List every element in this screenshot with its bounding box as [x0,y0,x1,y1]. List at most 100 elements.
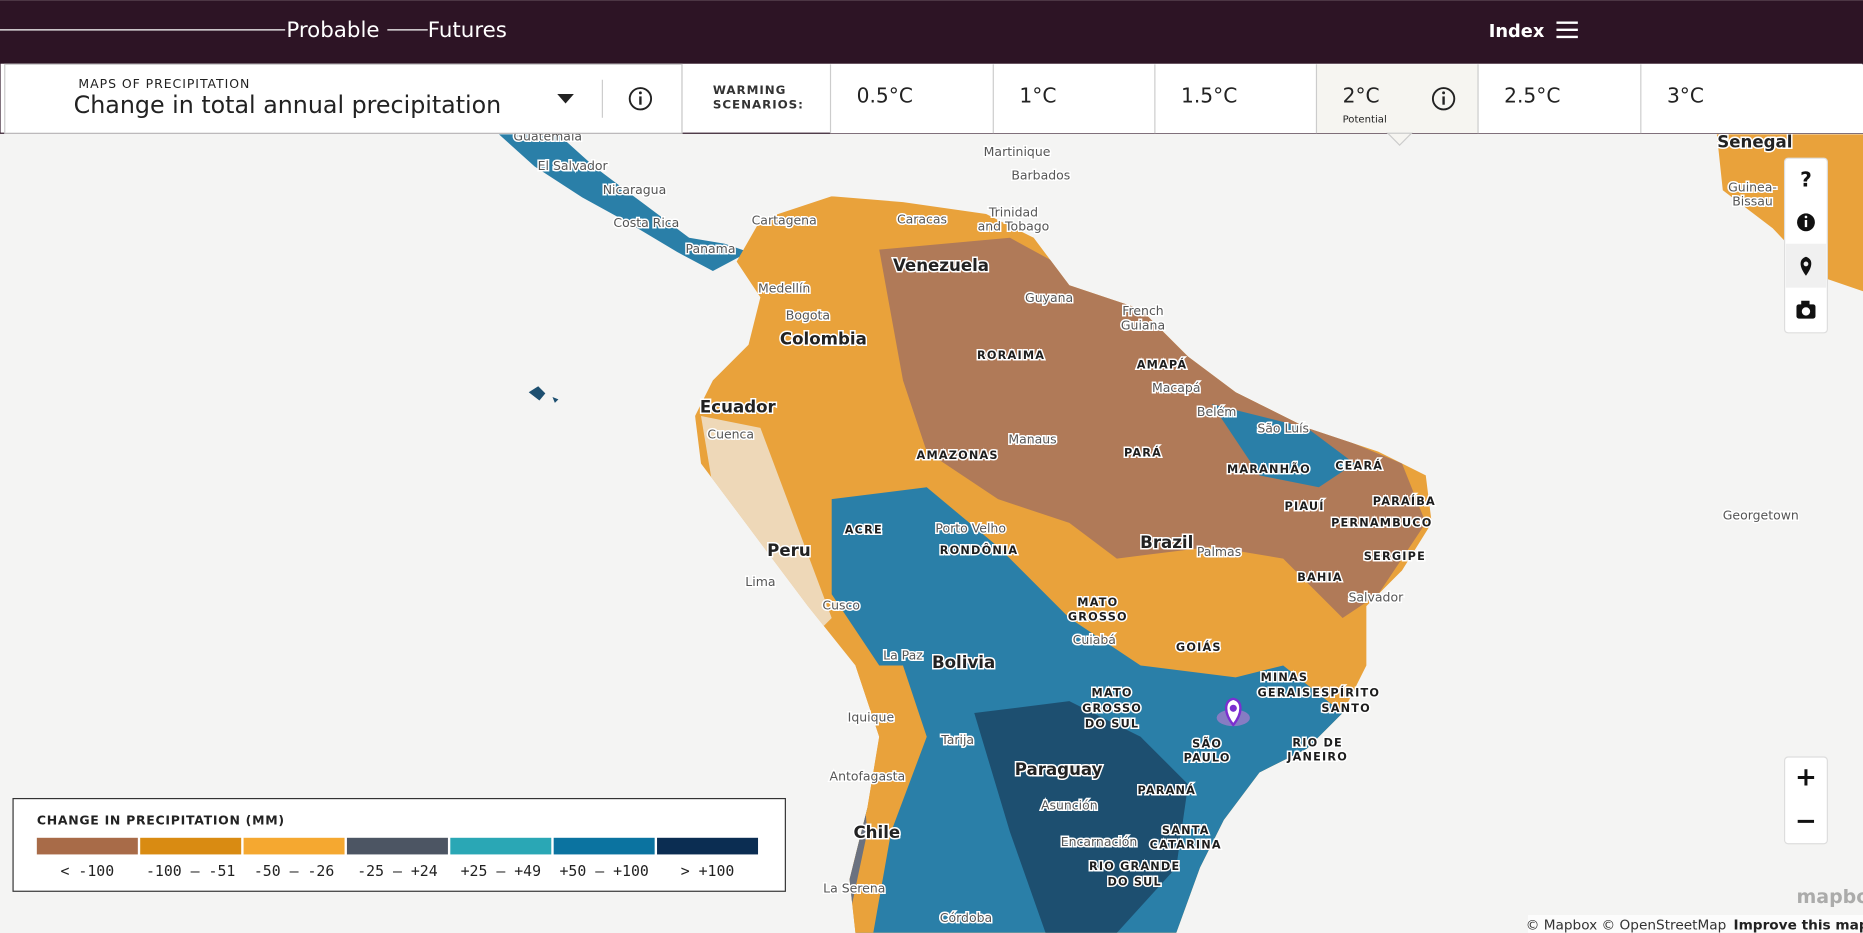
place-label: AMAPÁ [1137,358,1188,371]
zoom-out[interactable]: − [1795,806,1817,836]
place-label: Palmas [1197,544,1241,559]
info-dot [1442,91,1446,95]
info-icon[interactable] [1431,87,1456,111]
place-label: GROSSO [1068,610,1128,623]
map-group: MAPS OF PRECIPITATION [78,76,250,91]
dropdown-arrow[interactable] [557,94,574,104]
place-label: PARÁ [1124,446,1162,459]
pin-button-bg[interactable] [1785,243,1827,288]
scenario-cell[interactable] [830,64,994,134]
place-label: Manaus [1008,431,1056,446]
scenarios-label: WARMING [713,83,786,97]
scenario-cell[interactable] [1316,64,1479,134]
attribution[interactable]: © Mapbox © OpenStreetMap [1526,917,1727,933]
map-title[interactable]: Change in total annual precipitation [74,91,502,119]
help-button[interactable]: ? [1800,168,1812,192]
info-bar [1442,96,1445,105]
legend-label: +25 – +49 [461,862,541,880]
mapbox-logo[interactable]: mapbox [1796,886,1863,908]
scenario-label[interactable]: 3°C [1667,83,1704,107]
index-link[interactable]: Index [1489,21,1545,42]
place-label: Lima [745,574,775,589]
place-label: Colombia [780,330,867,349]
scenario-cell[interactable] [993,64,1155,134]
place-label: JANEIRO [1286,751,1348,764]
place-label: Cuiabá [1073,632,1116,647]
place-label: Bogota [786,308,830,323]
pin-button[interactable] [1800,256,1812,276]
place-label: and Tobago [978,219,1050,234]
brand-word[interactable]: Probable [286,18,379,43]
info-button[interactable] [1797,213,1815,232]
place-label: Medellín [758,280,810,295]
scenario-label[interactable]: 1.5°C [1181,83,1237,107]
legend-swatch [553,837,655,855]
improve-link[interactable]: Improve this map [1733,917,1863,933]
scenario-note: Potential [1343,115,1387,126]
place-label: Encarnación [1061,834,1138,849]
place-label: PIAUÍ [1285,500,1325,513]
place-label: Brazil [1140,533,1193,552]
scenarios-label: SCENARIOS: [713,97,804,111]
scenario-cell[interactable] [1640,64,1863,134]
place-label: AMAZONAS [917,449,999,462]
place-label: RONDÔNIA [940,544,1018,557]
place-label: La Serena [823,880,885,895]
place-label: Panama [686,241,736,256]
place-label: French [1122,303,1163,318]
scenario-label[interactable]: 2°C [1343,83,1380,107]
legend-swatch [36,837,138,855]
place-label: Macapá [1152,380,1200,395]
place-label: Martinique [984,144,1051,159]
legend-label: +50 – +100 [559,862,648,880]
place-label: GERAIS [1257,686,1311,699]
place-label: Georgetown [1723,507,1799,522]
place-label: RORAIMA [977,349,1045,362]
place-label: DO SUL [1107,875,1161,888]
place-label: Guiana [1121,317,1165,332]
place-label: CATARINA [1150,838,1222,851]
place-label: Cartagena [752,213,817,228]
legend-label: -100 – -51 [146,862,235,880]
place-label: Iquique [848,709,894,724]
legend-swatch [346,837,448,855]
place-label: Guinea- [1728,179,1777,194]
legend-label: -50 – -26 [254,862,334,880]
place-label: Senegal [1717,132,1792,151]
zoom-in[interactable]: + [1795,763,1817,793]
place-label: PAULO [1184,752,1231,765]
place-label: La Paz [883,648,923,663]
place-label: RIO DE [1292,736,1343,749]
legend-title: CHANGE IN PRECIPITATION (MM) [37,813,285,828]
brand-word[interactable]: Futures [428,18,507,43]
place-label: ESPÍRITO [1312,686,1380,699]
camera-button[interactable] [1796,300,1816,319]
legend-swatch [140,837,242,855]
place-label: Guyana [1025,290,1073,305]
legend-label: > +100 [681,862,735,880]
scenario-label[interactable]: 0.5°C [857,83,913,107]
selection-pointer [1386,132,1413,146]
location-pin[interactable] [1216,697,1250,727]
info-icon[interactable] [628,87,653,111]
scenario-label[interactable]: 2.5°C [1504,83,1560,107]
scenario-label[interactable]: 1°C [1019,83,1056,107]
legend-swatch [243,837,345,855]
scenario-cell[interactable] [1478,64,1641,134]
place-label: Antofagasta [830,769,906,784]
place-label: Ecuador [700,397,777,416]
place-label: MATO [1077,596,1118,609]
scenario-cell[interactable] [1154,64,1317,134]
legend-label: < -100 [61,862,115,880]
menu-icon[interactable] [1556,21,1578,39]
place-label: SANTO [1321,702,1370,715]
place-label: MINAS [1261,671,1309,684]
place-label: Costa Rica [613,215,679,230]
place-label: DO SUL [1085,717,1139,730]
attribution-bg [1527,915,1863,933]
place-label: Peru [767,541,811,560]
place-label: Nicaragua [603,182,667,197]
place-label: SERGIPE [1364,550,1426,563]
place-label: El Salvador [538,158,609,173]
